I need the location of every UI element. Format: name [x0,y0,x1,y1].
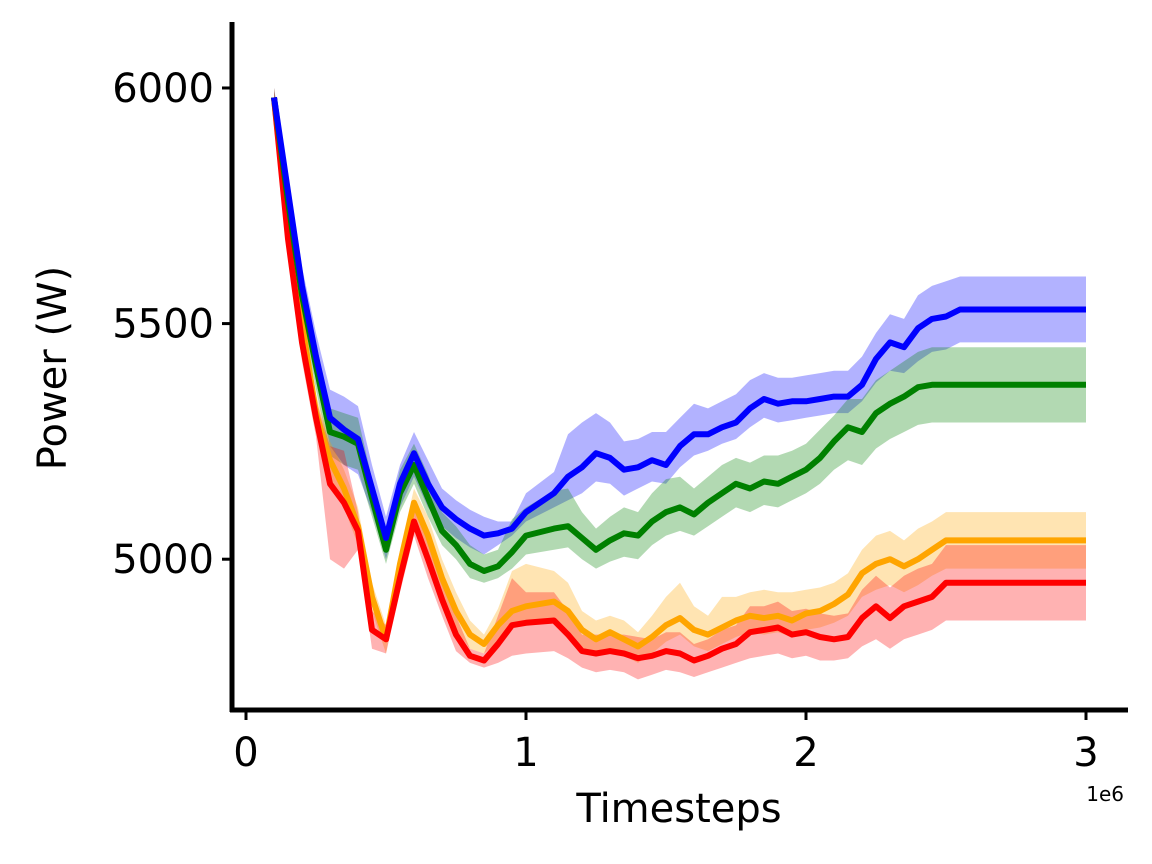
y-tick-label: 6000 [112,66,214,112]
series-4-line [271,97,1086,664]
x-tick-label: 2 [793,730,818,776]
series-1-line [271,96,1086,541]
series-lines [271,96,1086,664]
series-3-line [271,97,1086,650]
y-ticks: 5000 5500 6000 [112,66,232,583]
series-4-band [274,88,1086,680]
y-tick-label: 5500 [112,302,214,348]
x-ticks: 0 1 2 3 [233,710,1099,776]
y-tick-label: 5000 [112,537,214,583]
x-tick-label: 3 [1073,730,1098,776]
x-tick-label: 0 [233,730,258,776]
series-2-band [274,88,1086,583]
x-tick-label: 1 [513,730,538,776]
series-2-line [271,96,1086,574]
x-axis-label: Timesteps [575,786,781,832]
x-offset-label: 1e6 [1086,782,1124,806]
y-axis-label: Power (W) [30,266,76,470]
